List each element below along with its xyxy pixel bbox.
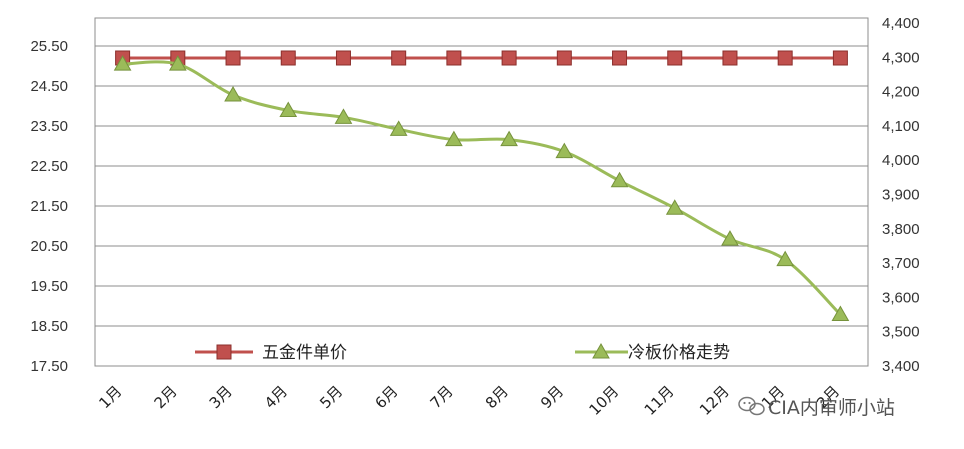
x-tick-label: 4月 (261, 382, 291, 412)
legend-label-hardware-price: 五金件单价 (262, 343, 347, 363)
left-tick-label: 20.50 (30, 238, 68, 255)
triangle-marker (168, 55, 187, 71)
triangle-marker (113, 55, 132, 71)
square-marker (777, 50, 793, 66)
left-axis-ticks: 25.50 24.50 23.50 22.50 21.50 20.50 19.50 18.50… (30, 38, 68, 375)
x-tick-label: 3月 (206, 382, 236, 412)
triangle-marker (500, 130, 518, 147)
left-tick-label: 18.50 (30, 318, 68, 335)
x-tick-label: 1月 (95, 382, 125, 412)
triangle-marker (555, 142, 574, 159)
legend: 五金件单价 冷板价格走势 (195, 342, 730, 363)
x-tick-label: 12月 (696, 382, 733, 419)
square-marker (832, 50, 848, 66)
square-marker (280, 50, 296, 66)
triangle-marker (334, 108, 353, 124)
left-tick-label: 25.50 (30, 38, 68, 55)
right-tick-label: 3,800 (882, 221, 920, 238)
right-tick-label: 4,400 (882, 15, 920, 32)
square-marker (225, 50, 241, 66)
right-tick-label: 3,400 (882, 358, 920, 375)
square-marker (391, 50, 407, 66)
left-tick-label: 19.50 (30, 278, 68, 295)
square-marker (556, 50, 572, 66)
triangle-marker (776, 250, 795, 267)
x-tick-label: 8月 (482, 382, 512, 412)
square-marker (501, 50, 517, 66)
x-tick-label: 11月 (641, 382, 678, 419)
legend-label-cold-plate-price: 冷板价格走势 (628, 343, 730, 363)
x-axis-ticks: 1月 2月 3月 4月 5月 6月 7月 8月 9月 10月 11月 12月 1月 2月 (95, 382, 843, 419)
x-tick-label: 6月 (371, 382, 401, 412)
left-tick-label: 24.50 (30, 78, 68, 95)
x-tick-label: 10月 (586, 382, 623, 419)
x-tick-label: 5月 (316, 382, 346, 412)
triangle-marker (445, 130, 463, 147)
wechat-icon (738, 396, 765, 416)
triangle-marker (665, 199, 684, 215)
right-tick-label: 3,900 (882, 187, 920, 204)
left-tick-label: 23.50 (30, 118, 68, 135)
triangle-marker (831, 305, 850, 322)
square-marker (446, 50, 462, 66)
right-tick-label: 4,200 (882, 84, 920, 101)
right-tick-label: 4,000 (882, 152, 920, 169)
right-tick-label: 3,500 (882, 324, 920, 341)
right-axis-ticks: 4,400 4,300 4,200 4,100 4,000 3,900 3,800 3,700… (882, 15, 920, 375)
x-tick-label: 9月 (537, 382, 567, 412)
right-tick-label: 3,700 (882, 255, 920, 272)
triangle-marker (389, 120, 408, 136)
square-marker (612, 50, 628, 66)
x-tick-label: 7月 (427, 382, 457, 412)
left-tick-label: 22.50 (30, 158, 68, 175)
right-tick-label: 3,600 (882, 289, 920, 306)
triangle-marker (224, 86, 242, 102)
plot-area (94, 17, 869, 367)
x-tick-label: 2月 (151, 382, 181, 412)
gridlines (95, 45, 868, 367)
series-layer (113, 50, 850, 322)
square-marker (335, 50, 351, 66)
watermark-text: CIA内审师小站 (768, 397, 895, 419)
watermark: CIA内审师小站 (738, 396, 895, 419)
right-tick-label: 4,100 (882, 118, 920, 135)
triangle-marker (610, 171, 629, 188)
triangle-marker (721, 230, 739, 246)
right-tick-label: 4,300 (882, 49, 920, 66)
triangle-marker (279, 101, 298, 117)
left-tick-label: 21.50 (30, 198, 68, 215)
square-marker (722, 50, 738, 66)
square-marker (667, 50, 683, 66)
left-tick-label: 17.50 (30, 358, 68, 375)
